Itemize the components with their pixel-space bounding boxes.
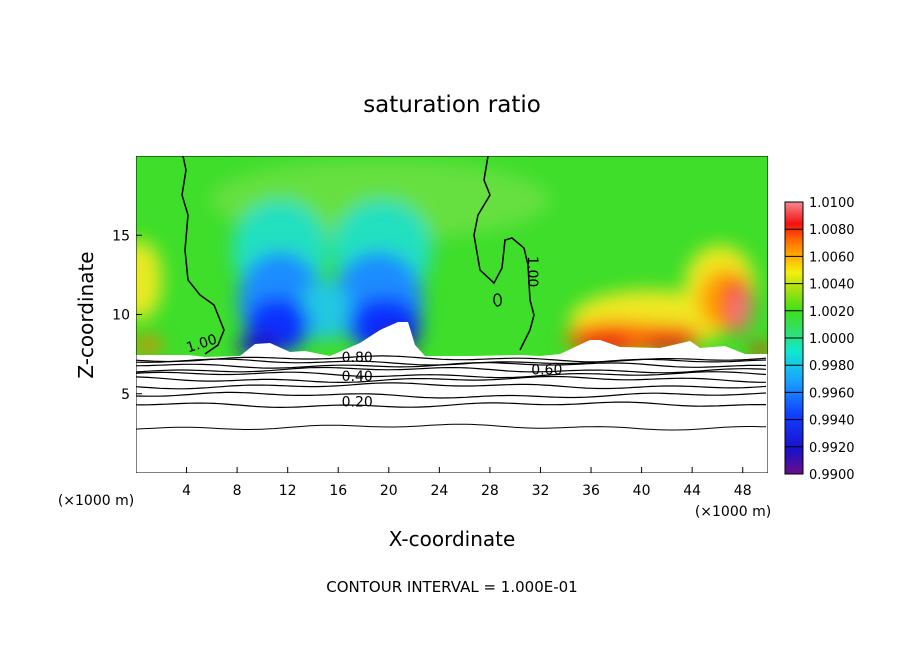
y-axis-label: Z-coordinate xyxy=(74,251,98,378)
colorbar-tick-label: 1.0020 xyxy=(809,305,855,320)
colorbar-tick-label: 1.0060 xyxy=(809,250,855,265)
colorbar-tick-label: 1.0100 xyxy=(809,196,855,211)
y-tick-label: 10 xyxy=(112,308,130,324)
x-tick-label: 4 xyxy=(182,483,191,499)
surface-contour-line xyxy=(136,401,766,409)
surface-contour-line xyxy=(136,371,767,379)
colorbar-tick-label: 0.9960 xyxy=(809,386,855,401)
x-axis-label: X-coordinate xyxy=(389,527,516,551)
x-tick-label: 40 xyxy=(633,483,651,499)
surface-contour-line xyxy=(136,423,767,431)
colorbar-tick-label: 1.0000 xyxy=(809,332,855,347)
surface-contour-line xyxy=(136,391,767,399)
x-tick-label: 36 xyxy=(582,483,600,499)
x-tick-label: 8 xyxy=(233,483,242,499)
x-tick-label: 32 xyxy=(532,483,550,499)
surface-contour-line xyxy=(136,382,767,390)
surface-contours xyxy=(136,355,767,431)
contour-interval-note: CONTOUR INTERVAL = 1.000E-01 xyxy=(326,578,577,596)
surface-contour-line xyxy=(136,361,767,369)
x-axis: 4 8 12 16 20 24 28 32 36 40 44 48 xyxy=(182,467,752,499)
x-tick-label: 28 xyxy=(481,483,499,499)
contour-label: 0.40 xyxy=(342,369,373,385)
x-tick-label: 16 xyxy=(329,483,347,499)
x-tick-label: 44 xyxy=(683,483,701,499)
contour-line xyxy=(181,156,225,355)
x-tick-label: 48 xyxy=(734,483,752,499)
colorbar-tick-label: 0.9980 xyxy=(809,359,855,374)
contour-label: 0.20 xyxy=(342,394,373,410)
colorbar-tick-label: 1.0080 xyxy=(809,223,855,238)
plot-area xyxy=(136,156,768,473)
contour-label: 0.80 xyxy=(342,350,373,366)
surface-contour-line xyxy=(136,355,767,363)
colorbar-tick-label: 0.9940 xyxy=(809,414,855,429)
colorbar-tick-label: 0.9920 xyxy=(809,441,855,456)
contour-label: 0.60 xyxy=(531,363,562,379)
surface-contour-line xyxy=(136,375,766,383)
contour-label: 1.00 xyxy=(524,256,540,287)
x-tick-label: 12 xyxy=(279,483,297,499)
x-unit-left: (×1000 m) xyxy=(58,493,134,509)
surface-contour-line xyxy=(136,366,767,374)
colorbar-ticks: 1.0100 1.0080 1.0060 1.0040 1.0020 1.0000 0.99… xyxy=(785,196,855,483)
y-tick-label: 15 xyxy=(112,228,130,244)
contour-line xyxy=(493,293,502,307)
y-tick-label: 5 xyxy=(121,387,130,403)
colorbar: 1.0100 1.0080 1.0060 1.0040 1.0020 1.0000 0.99… xyxy=(784,196,855,483)
chart-title: saturation ratio xyxy=(363,92,541,118)
colorbar-tick-label: 0.9900 xyxy=(809,468,855,483)
x-unit-right: (×1000 m) xyxy=(695,504,771,520)
x-tick-label: 24 xyxy=(430,483,448,499)
x-tick-label: 20 xyxy=(380,483,398,499)
y-axis: 5 10 15 xyxy=(112,228,142,403)
contour-line xyxy=(473,156,535,351)
colorbar-tick-label: 1.0040 xyxy=(809,278,855,293)
